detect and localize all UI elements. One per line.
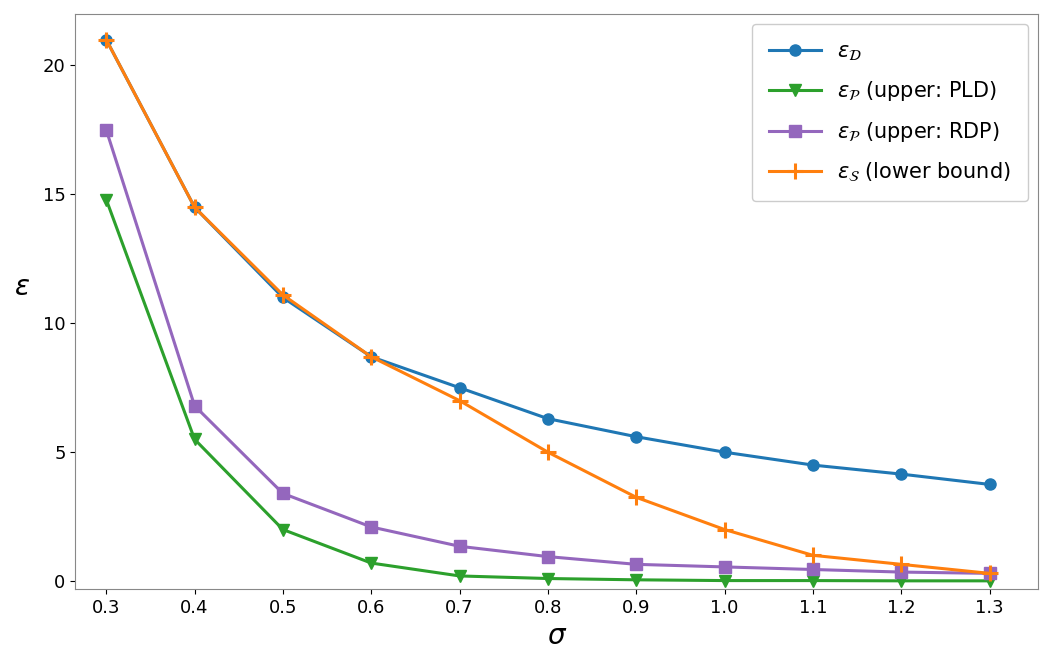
- $\varepsilon_{\mathcal{P}}$ (upper: PLD): (0.3, 14.8): PLD): (0.3, 14.8): [100, 195, 113, 203]
- $\varepsilon_{\mathcal{S}}$ (lower bound): [365, 353, 378, 361]
- $\varepsilon_{\mathcal{S}}$ (lower bound): [453, 396, 466, 404]
- $\varepsilon_{\mathcal{P}}$ (upper: RDP): (0.9, 0.65): RDP): (0.9, 0.65): [630, 560, 643, 568]
- $\varepsilon_{\mathcal{S}}$ (lower bound): [630, 493, 643, 501]
- $\varepsilon_{\mathcal{S}}$ (lower bound): [277, 291, 289, 299]
- Line: $\varepsilon_{\mathcal{S}}$ (lower bound): $\varepsilon_{\mathcal{S}}$ (lower bound…: [99, 32, 997, 581]
- $\varepsilon_{\mathcal{P}}$ (upper: PLD): (0.5, 2): PLD): (0.5, 2): [277, 525, 289, 533]
- $\varepsilon_{\mathcal{D}}$: [100, 36, 113, 44]
- $\varepsilon_{\mathcal{P}}$ (upper: RDP): (1.2, 0.35): RDP): (1.2, 0.35): [895, 568, 908, 576]
- Y-axis label: $\varepsilon$: $\varepsilon$: [14, 274, 29, 301]
- $\varepsilon_{\mathcal{P}}$ (upper: PLD): (1.2, 0.01): PLD): (1.2, 0.01): [895, 577, 908, 585]
- $\varepsilon_{\mathcal{P}}$ (upper: RDP): (0.8, 0.95): RDP): (0.8, 0.95): [542, 552, 554, 560]
- $\varepsilon_{\mathcal{D}}$: [630, 433, 643, 441]
- $\varepsilon_{\mathcal{D}}$: [719, 448, 731, 456]
- $\varepsilon_{\mathcal{P}}$ (upper: RDP): (1, 0.55): RDP): (1, 0.55): [719, 563, 731, 571]
- $\varepsilon_{\mathcal{P}}$ (upper: PLD): (0.8, 0.1): PLD): (0.8, 0.1): [542, 574, 554, 582]
- $\varepsilon_{\mathcal{P}}$ (upper: RDP): (0.5, 3.4): RDP): (0.5, 3.4): [277, 489, 289, 497]
- $\varepsilon_{\mathcal{D}}$: [453, 384, 466, 392]
- Line: $\varepsilon_{\mathcal{D}}$: $\varepsilon_{\mathcal{D}}$: [101, 34, 995, 490]
- $\varepsilon_{\mathcal{P}}$ (upper: PLD): (0.7, 0.2): PLD): (0.7, 0.2): [453, 572, 466, 580]
- $\varepsilon_{\mathcal{S}}$ (lower bound): [542, 448, 554, 456]
- $\varepsilon_{\mathcal{S}}$ (lower bound): [100, 36, 113, 44]
- $\varepsilon_{\mathcal{P}}$ (upper: PLD): (1.1, 0.02): PLD): (1.1, 0.02): [807, 576, 820, 584]
- Line: $\varepsilon_{\mathcal{P}}$ (upper: RDP): $\varepsilon_{\mathcal{P}}$ (upper: RDP): [101, 124, 995, 579]
- $\varepsilon_{\mathcal{S}}$ (lower bound): [984, 569, 996, 577]
- $\varepsilon_{\mathcal{S}}$ (lower bound): [188, 203, 201, 211]
- $\varepsilon_{\mathcal{P}}$ (upper: RDP): (0.4, 6.8): RDP): (0.4, 6.8): [188, 402, 201, 410]
- $\varepsilon_{\mathcal{D}}$: [188, 203, 201, 211]
- $\varepsilon_{\mathcal{D}}$: [365, 353, 378, 361]
- X-axis label: $\sigma$: $\sigma$: [547, 622, 567, 650]
- $\varepsilon_{\mathcal{P}}$ (upper: RDP): (0.3, 17.5): RDP): (0.3, 17.5): [100, 126, 113, 134]
- $\varepsilon_{\mathcal{P}}$ (upper: PLD): (0.9, 0.05): PLD): (0.9, 0.05): [630, 576, 643, 584]
- $\varepsilon_{\mathcal{P}}$ (upper: PLD): (0.6, 0.7): PLD): (0.6, 0.7): [365, 559, 378, 567]
- $\varepsilon_{\mathcal{P}}$ (upper: RDP): (0.6, 2.1): RDP): (0.6, 2.1): [365, 523, 378, 531]
- Line: $\varepsilon_{\mathcal{P}}$ (upper: PLD): $\varepsilon_{\mathcal{P}}$ (upper: PLD): [100, 193, 996, 587]
- $\varepsilon_{\mathcal{S}}$ (lower bound): [895, 560, 908, 568]
- $\varepsilon_{\mathcal{P}}$ (upper: RDP): (0.7, 1.35): RDP): (0.7, 1.35): [453, 542, 466, 550]
- $\varepsilon_{\mathcal{P}}$ (upper: PLD): (1.3, 0.01): PLD): (1.3, 0.01): [984, 577, 996, 585]
- $\varepsilon_{\mathcal{D}}$: [277, 293, 289, 301]
- $\varepsilon_{\mathcal{D}}$: [895, 470, 908, 478]
- $\varepsilon_{\mathcal{S}}$ (lower bound): [719, 525, 731, 533]
- $\varepsilon_{\mathcal{P}}$ (upper: RDP): (1.1, 0.45): RDP): (1.1, 0.45): [807, 566, 820, 574]
- $\varepsilon_{\mathcal{S}}$ (lower bound): [807, 551, 820, 559]
- $\varepsilon_{\mathcal{D}}$: [807, 461, 820, 469]
- $\varepsilon_{\mathcal{D}}$: [984, 481, 996, 489]
- $\varepsilon_{\mathcal{P}}$ (upper: PLD): (1, 0.02): PLD): (1, 0.02): [719, 576, 731, 584]
- $\varepsilon_{\mathcal{P}}$ (upper: PLD): (0.4, 5.5): PLD): (0.4, 5.5): [188, 436, 201, 444]
- $\varepsilon_{\mathcal{D}}$: [542, 415, 554, 423]
- Legend: $\varepsilon_{\mathcal{D}}$, $\varepsilon_{\mathcal{P}}$ (upper: PLD), $\varepsi: $\varepsilon_{\mathcal{D}}$, $\varepsilo…: [752, 25, 1028, 201]
- $\varepsilon_{\mathcal{P}}$ (upper: RDP): (1.3, 0.3): RDP): (1.3, 0.3): [984, 569, 996, 577]
